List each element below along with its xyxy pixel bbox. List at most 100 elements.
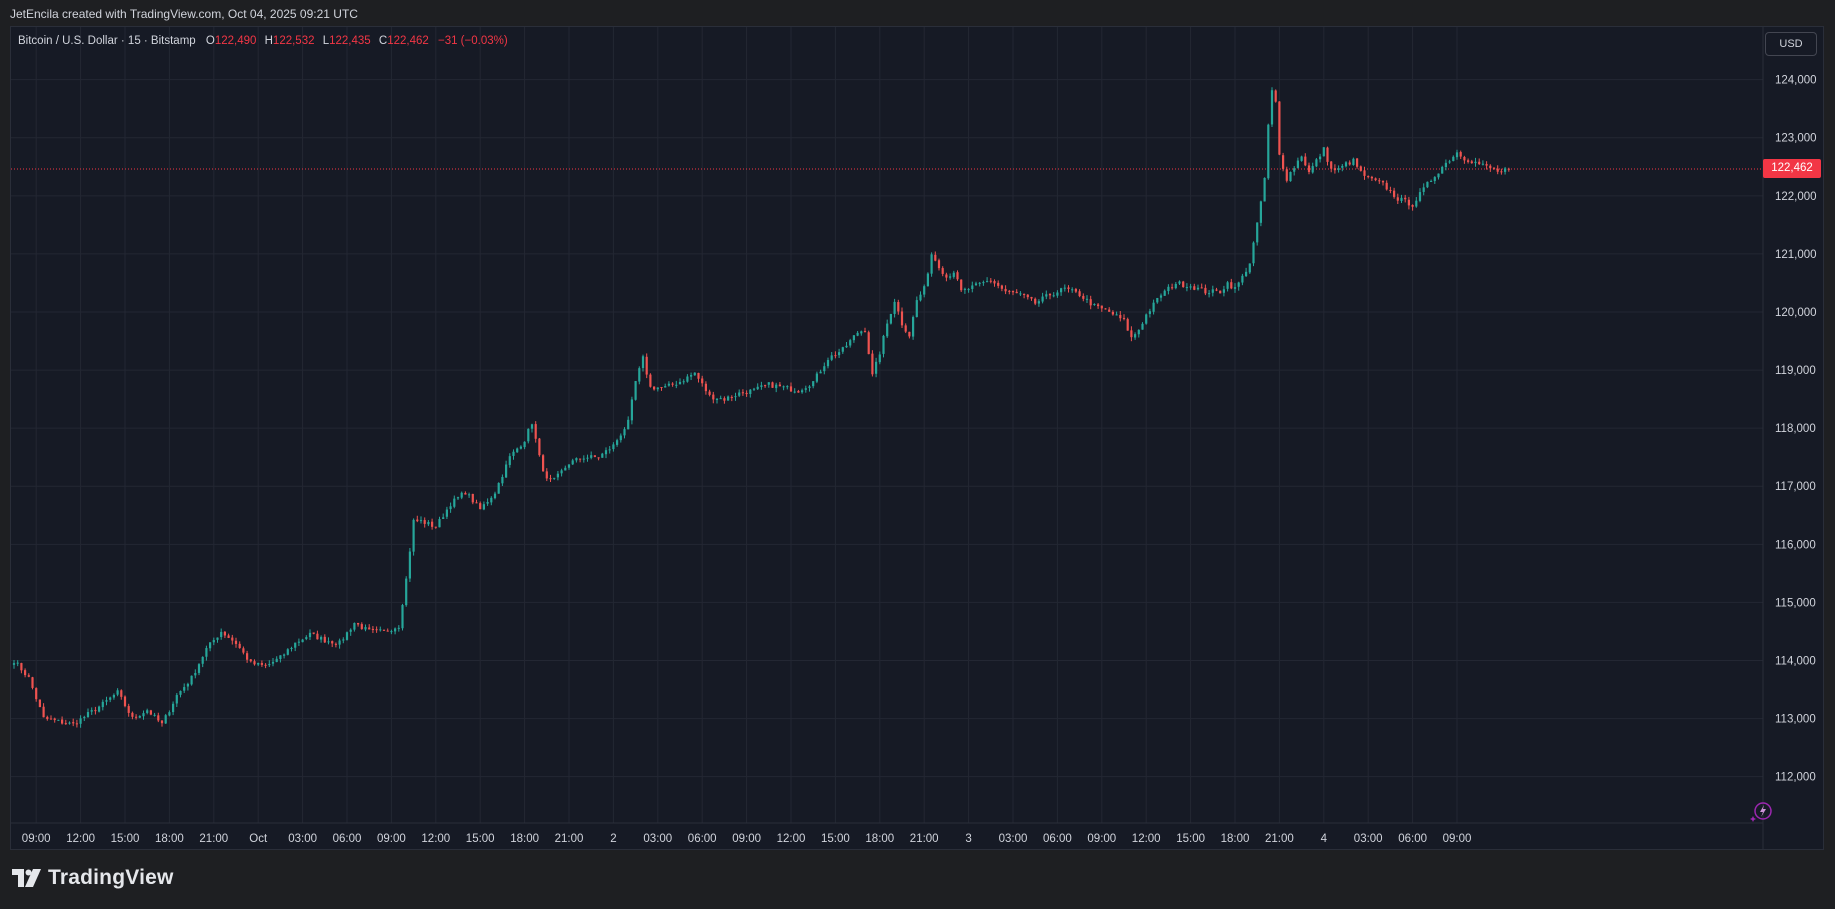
candle-body <box>227 635 230 638</box>
symbol-legend[interactable]: Bitcoin / U.S. Dollar · 15 · Bitstamp O1… <box>18 35 508 47</box>
candle <box>275 656 278 663</box>
candle-body <box>582 458 585 460</box>
candle <box>312 632 315 635</box>
candle <box>260 660 263 667</box>
candle <box>123 695 127 708</box>
candle <box>460 491 463 500</box>
candle <box>1396 193 1399 205</box>
candle <box>64 719 67 725</box>
candle-body <box>686 376 689 382</box>
candle-body <box>974 283 978 286</box>
candle <box>830 352 833 362</box>
candle <box>1430 179 1433 183</box>
candle <box>197 663 201 676</box>
candle <box>1307 162 1311 175</box>
candle-body <box>1478 161 1481 165</box>
symbol-name[interactable]: Bitcoin / U.S. Dollar · 15 · Bitstamp <box>18 35 196 47</box>
candle-body <box>1156 297 1159 303</box>
candle-body <box>900 311 904 326</box>
candle-body <box>834 355 837 357</box>
candle <box>1230 278 1233 290</box>
candle <box>734 392 737 401</box>
candle <box>1259 200 1262 227</box>
candle <box>1152 299 1155 315</box>
candle-body <box>764 385 767 387</box>
candle <box>908 331 911 339</box>
candle <box>1041 292 1044 304</box>
y-tick-label: 115,000 <box>1775 597 1816 609</box>
candle-body <box>767 382 770 385</box>
tradingview-brand[interactable]: TradingView <box>12 866 174 890</box>
candle-body <box>1344 162 1348 167</box>
candle-body <box>1200 287 1203 289</box>
y-tick-label: 124,000 <box>1775 75 1817 87</box>
y-tick-label: 118,000 <box>1775 423 1816 435</box>
candle-body <box>971 285 974 289</box>
candle-body <box>294 642 297 648</box>
candle-body <box>246 653 249 660</box>
candle <box>138 715 141 719</box>
candle <box>582 455 585 463</box>
candle-body <box>1348 162 1351 165</box>
currency-button[interactable]: USD <box>1765 32 1817 56</box>
candle <box>1326 146 1329 166</box>
candle <box>1200 283 1203 289</box>
candle-body <box>86 712 90 718</box>
candle <box>1263 177 1266 202</box>
candle <box>264 663 267 669</box>
tradingview-logo-icon <box>12 869 41 887</box>
candle-body <box>545 471 548 479</box>
candle <box>604 447 608 459</box>
candle-body <box>860 331 863 334</box>
candle <box>1185 283 1188 292</box>
candle <box>453 495 456 509</box>
candle <box>1415 197 1418 208</box>
candle-body <box>697 372 700 379</box>
candle-body <box>27 675 30 677</box>
lightning-icon[interactable] <box>1749 799 1775 825</box>
candle-body <box>1337 168 1340 170</box>
x-tick-label: 21:00 <box>910 833 939 845</box>
candle-body <box>986 281 989 283</box>
candle-body <box>1026 294 1029 298</box>
candle <box>475 499 478 504</box>
candle-body <box>24 670 27 676</box>
candle-body <box>1141 323 1144 330</box>
candle-body <box>1230 282 1233 289</box>
candle <box>157 712 160 723</box>
candle <box>590 451 593 460</box>
candle-body <box>527 428 530 442</box>
candle-body <box>98 706 101 712</box>
candle <box>601 452 604 458</box>
chart-pane[interactable]: 112,000 113,000 114,000 115,000 116,000 117,0… <box>10 26 1824 850</box>
candle <box>31 676 34 690</box>
candle-body <box>704 383 707 392</box>
candle <box>331 640 334 648</box>
x-tick-label: 15:00 <box>821 833 850 845</box>
candle <box>72 718 75 727</box>
candle <box>164 713 167 724</box>
candle-body <box>556 473 559 478</box>
candle <box>519 445 522 450</box>
candle-body <box>782 386 785 388</box>
candle <box>1085 295 1089 303</box>
candle <box>1315 158 1318 168</box>
candle-body <box>412 519 415 552</box>
candle-body <box>486 501 489 504</box>
candle-body <box>1189 286 1192 288</box>
candle-body <box>216 637 219 640</box>
y-tick-label: 112,000 <box>1775 772 1816 784</box>
candle-body <box>331 641 334 644</box>
candle <box>353 622 356 632</box>
candle <box>1215 287 1218 292</box>
candle <box>279 655 282 663</box>
candle <box>1300 155 1303 162</box>
candlestick-chart[interactable]: 112,000 113,000 114,000 115,000 116,000 117,0… <box>11 27 1824 850</box>
candle <box>675 380 678 389</box>
candle-body <box>1011 290 1015 293</box>
candle <box>360 622 363 630</box>
candle-body <box>35 688 38 700</box>
candle <box>1418 188 1422 203</box>
candle <box>1178 280 1181 286</box>
candle <box>949 273 952 280</box>
